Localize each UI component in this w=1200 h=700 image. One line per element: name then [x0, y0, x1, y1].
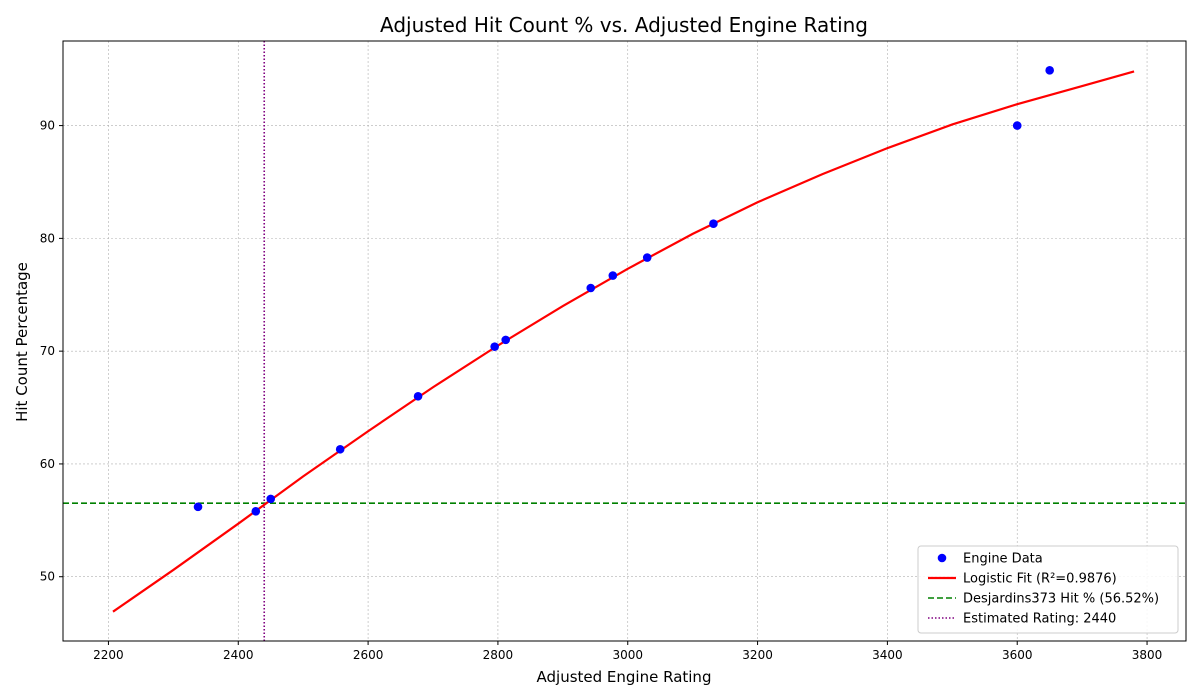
- x-tick-label: 2800: [483, 648, 514, 662]
- legend-label: Logistic Fit (R²=0.9876): [963, 572, 1117, 587]
- data-point: [1012, 121, 1022, 130]
- data-point: [586, 283, 596, 293]
- data-point: [266, 494, 276, 504]
- data-point: [709, 219, 718, 229]
- chart-title: Adjusted Hit Count % vs. Adjusted Engine…: [380, 13, 868, 37]
- legend-label: Estimated Rating: 2440: [963, 612, 1116, 627]
- data-point: [490, 342, 499, 351]
- legend: Engine Data Logistic Fit (R²=0.9876) Desja…: [917, 545, 1179, 634]
- data-point: [251, 507, 261, 516]
- data-point: [193, 502, 203, 512]
- data-point: [335, 444, 345, 454]
- data-point: [413, 391, 423, 401]
- x-tick-label: 3800: [1132, 648, 1163, 662]
- legend-box: [917, 545, 1179, 634]
- x-tick-label: 3200: [742, 648, 773, 662]
- y-tick-label: 90: [40, 119, 55, 133]
- x-tick-label: 2600: [353, 648, 384, 662]
- y-tick-label: 60: [40, 457, 55, 471]
- legend-marker: [937, 553, 947, 563]
- x-tick-label: 3600: [1002, 648, 1033, 662]
- data-point: [642, 253, 652, 262]
- data-point: [608, 271, 618, 280]
- x-tick-label: 3400: [872, 648, 903, 662]
- x-tick-label: 2400: [223, 648, 254, 662]
- legend-label: Engine Data: [963, 552, 1043, 567]
- x-axis-label: Adjusted Engine Rating: [537, 668, 712, 686]
- data-point: [501, 335, 511, 345]
- fit-line: [112, 70, 1135, 613]
- y-tick-label: 80: [40, 231, 55, 245]
- y-tick-label: 50: [40, 570, 55, 584]
- x-tick-label: 2200: [93, 648, 124, 662]
- plot-frame: [62, 40, 1187, 642]
- y-tick-label: 70: [40, 344, 55, 358]
- plot-area: 2200 2400 2600 2800 3000 3200 3400 3600 3800 50 60…: [40, 40, 1187, 662]
- y-axis-label: Hit Count Percentage: [13, 262, 31, 422]
- data-point: [1045, 66, 1054, 75]
- x-tick-label: 3000: [612, 648, 643, 662]
- legend-label: Desjardins373 Hit % (56.52%): [963, 592, 1159, 607]
- series-group: [63, 41, 1186, 641]
